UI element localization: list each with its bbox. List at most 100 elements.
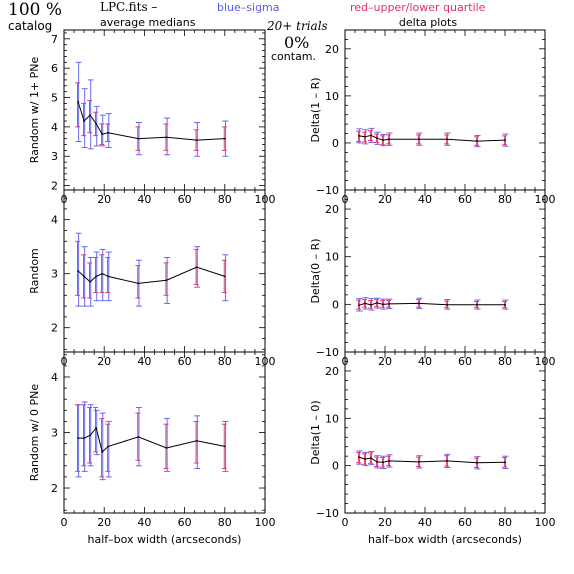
panel-left-bottom: 0 20 40 60 80 100 2 3 4 Random w/ 0 PNe half–box w… bbox=[28, 351, 276, 546]
median-point bbox=[418, 138, 420, 140]
contamination-label: contam. bbox=[271, 50, 316, 63]
median-point bbox=[165, 136, 168, 138]
median-line bbox=[358, 302, 505, 306]
y-tick-label: 2 bbox=[51, 482, 58, 495]
x-axis-label: half–box width (arcseconds) bbox=[88, 533, 242, 546]
sigma-legend-note: blue–sigma bbox=[217, 1, 280, 14]
x-tick-label: 80 bbox=[498, 193, 512, 206]
plot-frame bbox=[344, 189, 546, 353]
y-tick-label: 5 bbox=[51, 92, 58, 105]
x-tick-label: 60 bbox=[458, 193, 472, 206]
x-tick-label: 20 bbox=[97, 193, 111, 206]
median-point bbox=[107, 445, 110, 448]
median-point bbox=[388, 138, 390, 140]
median-point bbox=[504, 461, 506, 464]
median-point bbox=[476, 140, 478, 142]
y-tick-label: 0 bbox=[332, 137, 339, 150]
median-point bbox=[195, 139, 198, 141]
plot-frame bbox=[63, 29, 266, 191]
median-point bbox=[358, 135, 360, 137]
median-point bbox=[137, 137, 140, 140]
y-tick-label: 4 bbox=[51, 371, 58, 384]
median-line bbox=[77, 101, 225, 141]
median-point bbox=[376, 302, 378, 304]
plot-frame bbox=[344, 351, 546, 514]
median-point bbox=[165, 447, 168, 449]
quartile-legend-note: red–upper/lower quartile bbox=[350, 1, 486, 14]
median-point bbox=[388, 460, 390, 462]
median-point bbox=[107, 131, 110, 134]
median-point bbox=[95, 275, 97, 278]
y-tick-label: 10 bbox=[325, 412, 339, 425]
y-tick-label: 0 bbox=[332, 298, 339, 311]
median-point bbox=[376, 461, 378, 463]
x-tick-label: 40 bbox=[137, 355, 151, 368]
median-point bbox=[504, 139, 506, 141]
y-tick-label: −10 bbox=[316, 507, 339, 520]
median-point bbox=[195, 266, 198, 269]
y-tick-label: 3 bbox=[51, 150, 58, 163]
median-point bbox=[382, 303, 384, 306]
median-point bbox=[504, 304, 506, 306]
x-tick-label: 40 bbox=[418, 193, 432, 206]
x-tick-label: 80 bbox=[218, 355, 232, 368]
y-tick-label: 4 bbox=[51, 121, 58, 134]
median-point bbox=[476, 462, 478, 464]
median-line bbox=[358, 456, 506, 464]
median-point bbox=[382, 461, 384, 464]
x-tick-label: 100 bbox=[255, 516, 276, 529]
median-point bbox=[101, 451, 103, 453]
median-point bbox=[364, 136, 366, 138]
median-point bbox=[95, 427, 97, 429]
x-tick-label: 80 bbox=[498, 355, 512, 368]
median-point bbox=[446, 460, 448, 462]
x-axis-label: half–box width (arcseconds) bbox=[368, 533, 522, 546]
median-point bbox=[370, 134, 372, 137]
median-point bbox=[77, 270, 79, 272]
x-tick-label: 100 bbox=[535, 516, 556, 529]
x-tick-label: 20 bbox=[97, 355, 111, 368]
x-tick-label: 20 bbox=[378, 193, 392, 206]
delta-plots-title: delta plots bbox=[399, 16, 457, 29]
x-tick-label: 60 bbox=[178, 193, 192, 206]
x-tick-label: 40 bbox=[418, 516, 432, 529]
plot-frame bbox=[63, 351, 266, 514]
median-point bbox=[418, 302, 420, 305]
y-tick-label: 0 bbox=[332, 460, 339, 473]
trials-label: 20+ trials bbox=[266, 19, 328, 33]
y-axis-label: Delta(1 – R) bbox=[309, 77, 322, 142]
x-tick-label: 60 bbox=[458, 516, 472, 529]
median-point bbox=[195, 440, 198, 442]
median-point bbox=[107, 275, 110, 278]
y-axis-label: Delta(0 – R) bbox=[309, 238, 322, 303]
median-point bbox=[476, 304, 478, 306]
percent-label: 100 % bbox=[8, 0, 62, 20]
median-point bbox=[224, 137, 226, 140]
y-tick-label: 10 bbox=[325, 90, 339, 103]
median-point bbox=[358, 304, 360, 307]
x-tick-label: 20 bbox=[97, 516, 111, 529]
median-point bbox=[388, 303, 390, 305]
average-medians-title: average medians bbox=[100, 16, 196, 29]
median-point bbox=[137, 436, 140, 438]
median-point bbox=[137, 282, 140, 285]
y-tick-label: 3 bbox=[51, 268, 58, 281]
x-tick-label: 80 bbox=[218, 516, 232, 529]
y-tick-label: 10 bbox=[325, 251, 339, 264]
median-point bbox=[77, 101, 79, 103]
x-tick-label: 60 bbox=[178, 355, 192, 368]
y-tick-label: 20 bbox=[325, 365, 339, 378]
y-tick-label: 6 bbox=[51, 62, 58, 75]
median-line bbox=[358, 134, 506, 142]
median-point bbox=[382, 139, 384, 141]
x-tick-label: 0 bbox=[342, 516, 349, 529]
x-tick-label: 60 bbox=[458, 355, 472, 368]
x-tick-label: 20 bbox=[378, 516, 392, 529]
median-point bbox=[165, 279, 168, 281]
x-tick-label: 40 bbox=[137, 193, 151, 206]
